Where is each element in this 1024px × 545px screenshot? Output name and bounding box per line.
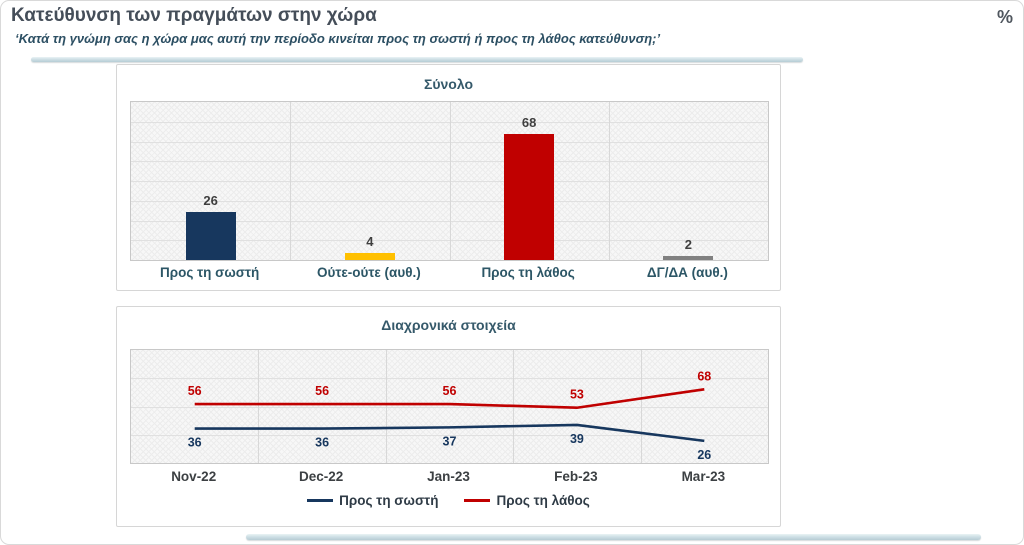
- x-axis-label: Feb-23: [554, 469, 598, 484]
- vertical-gridline: [608, 102, 610, 260]
- data-point-label: 56: [315, 384, 329, 398]
- percent-unit-label: %: [996, 7, 1013, 27]
- x-axis-label: Mar-23: [681, 469, 726, 484]
- line-chart-x-axis: Nov-22 Dec-22 Jan-23 Feb-23 Mar-23: [130, 469, 767, 484]
- line-chart-title: Διαχρονικά στοιχεία: [381, 317, 516, 333]
- survey-question-subtitle: ‘Κατά τη γνώμη σας η χώρα μας αυτή την π…: [15, 31, 661, 46]
- data-point-label: 36: [188, 436, 202, 450]
- header-divider-bar: [31, 57, 803, 62]
- x-axis-label: Dec-22: [298, 469, 344, 484]
- line-chart-legend: Προς τη σωστή Προς τη λάθος: [117, 493, 780, 508]
- bar-category-label: Προς τη λάθος: [481, 265, 575, 280]
- bar: [663, 256, 714, 260]
- bar-category-label: ΔΓ/ΔΑ (αυθ.): [646, 265, 728, 280]
- footer-divider-bar: [246, 534, 981, 540]
- bar-category-label: Προς τη σωστή: [159, 265, 260, 280]
- line-chart-plot-area: 36 36 37 39 26 56 56 56 53 68: [130, 349, 769, 464]
- vertical-gridline: [449, 102, 451, 260]
- bar-category-label: Ούτε-ούτε (αυθ.): [316, 265, 421, 280]
- bar-value-label: 68: [521, 114, 537, 130]
- horizontal-gridline: [131, 378, 768, 380]
- bar: [185, 211, 236, 260]
- data-point-label: 53: [570, 388, 584, 402]
- legend-label: Προς τη λάθος: [496, 493, 590, 508]
- data-point-label: 56: [443, 384, 457, 398]
- vertical-gridline: [290, 102, 292, 260]
- data-point-label: 68: [697, 369, 711, 383]
- x-axis-label: Nov-22: [171, 469, 217, 484]
- line-chart-card: Διαχρονικά στοιχεία 36 36 37 39 26 56 56 56 53 68…: [116, 306, 781, 527]
- legend-label: Προς τη σωστή: [339, 493, 439, 508]
- vertical-gridline: [640, 350, 642, 463]
- bar-value-label: 26: [203, 192, 218, 208]
- x-axis-label: Jan-23: [427, 469, 470, 484]
- data-point-label: 39: [570, 432, 584, 446]
- horizontal-gridline: [131, 406, 768, 408]
- bar-chart-card: Σύνολο 26 4 68 2 Προς τη σωστή Ούτε-ούτε (αυ…: [116, 64, 781, 291]
- data-point-label: 37: [443, 434, 457, 448]
- bar-chart-category-axis: Προς τη σωστή Ούτε-ούτε (αυθ.) Προς τη λάθ…: [130, 265, 767, 280]
- data-point-label: 56: [188, 384, 202, 398]
- legend-item: Προς τη σωστή: [307, 493, 438, 508]
- legend-line-swatch: [307, 499, 334, 502]
- data-point-label: 26: [697, 448, 711, 462]
- bar-value-label: 4: [366, 233, 374, 249]
- horizontal-gridline: [131, 434, 768, 436]
- series-line: [194, 388, 705, 410]
- series-line: [194, 423, 705, 443]
- page-title: Κατεύθυνση των πραγμάτων στην χώρα: [11, 5, 377, 26]
- line-series-canvas: 36 36 37 39 26 56 56 56 53 68: [188, 369, 712, 462]
- legend-line-swatch: [464, 499, 491, 502]
- bar: [344, 252, 395, 260]
- bar-chart-plot-area: 26 4 68 2: [130, 101, 769, 261]
- bar: [504, 133, 555, 260]
- bar-chart-title: Σύνολο: [423, 76, 474, 92]
- data-point-label: 36: [315, 436, 329, 450]
- legend-item: Προς τη λάθος: [464, 493, 590, 508]
- vertical-gridline: [258, 350, 260, 463]
- vertical-gridline: [385, 350, 387, 463]
- bar-value-label: 2: [684, 237, 692, 253]
